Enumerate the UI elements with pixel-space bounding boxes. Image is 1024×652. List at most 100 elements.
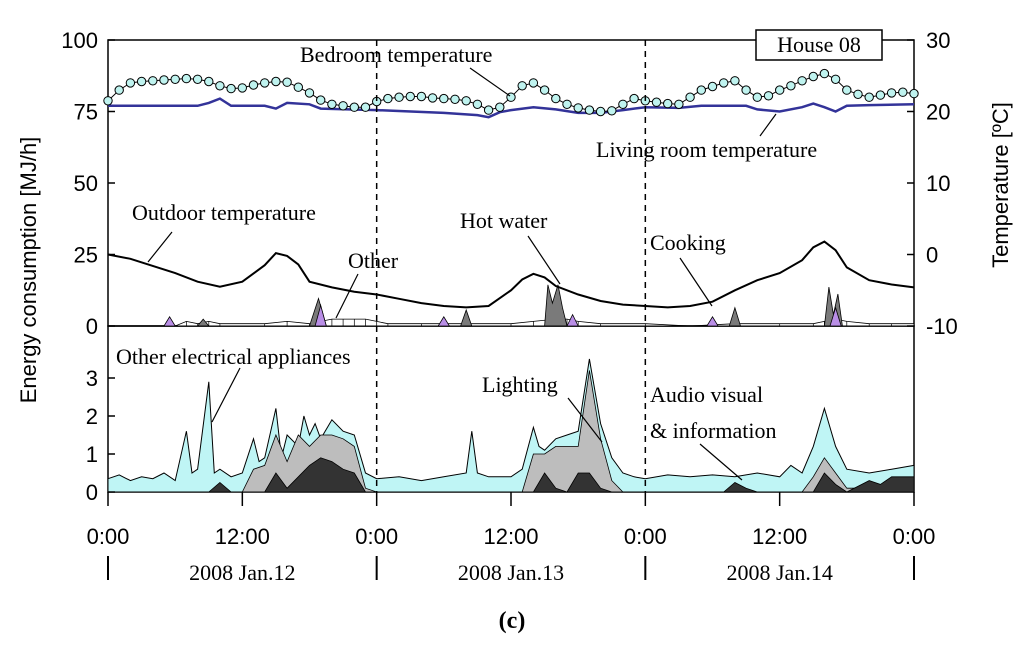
bedroom-point-33	[472, 99, 483, 110]
bedroom-point-6	[170, 74, 180, 85]
bedroom-point-4	[148, 76, 158, 86]
leader-audio	[699, 443, 743, 481]
bedroom-point-1	[114, 85, 124, 95]
bedroom-point-34	[483, 105, 494, 115]
x-tick-label-2: 0:00	[355, 524, 398, 549]
bedroom-point-2	[125, 78, 136, 88]
bedroom-point-63	[808, 71, 818, 82]
line-layer	[107, 73, 915, 309]
bedroom-point-35	[495, 102, 505, 112]
bedroom-point-17	[293, 82, 303, 92]
bedroom-point-49	[651, 97, 662, 107]
right-tick-label-2: 10	[926, 171, 950, 196]
bedroom-point-47	[629, 93, 639, 104]
label-audio-visual-line2: & information	[650, 418, 776, 443]
bedroom-point-0	[103, 96, 113, 106]
leader-other-elec	[211, 367, 241, 423]
leader-lighting	[567, 397, 603, 443]
x-tick-label-1: 12:00	[215, 524, 270, 549]
bedroom-point-51	[674, 99, 684, 110]
x-tick-label-0: 0:00	[87, 524, 130, 549]
bedroom-point-65	[830, 74, 841, 85]
lower-tick-label-2: 2	[86, 404, 98, 429]
upper-left-tick-label-4: 100	[61, 28, 98, 53]
bedroom-point-19	[316, 95, 326, 105]
bedroom-point-68	[864, 92, 874, 102]
label-bedroom-temperature: Bedroom temperature	[300, 42, 492, 67]
leader-cooking	[679, 257, 713, 307]
bedroom-marker-layer	[103, 68, 919, 117]
x-tick-label-5: 12:00	[752, 524, 807, 549]
day-label-1: 2008 Jan.13	[458, 560, 564, 585]
bedroom-point-67	[853, 89, 863, 100]
tick-layer: 0 25 50 75 100 -10 0 10 20 30 0 1 2 3 0:00 12:00 0:00 12:…	[61, 28, 958, 585]
bedroom-point-28	[416, 91, 427, 102]
area-audio-visual	[108, 457, 915, 493]
figure-label: (c)	[499, 608, 526, 634]
bedroom-point-42	[573, 103, 583, 113]
bedroom-point-52	[685, 92, 695, 102]
bedroom-point-25	[383, 93, 393, 104]
line-living-room-temperature	[108, 97, 915, 119]
bedroom-point-29	[427, 93, 438, 103]
bedroom-point-14	[260, 78, 270, 88]
label-living-room-temperature: Living room temperature	[596, 137, 817, 162]
bedroom-point-7	[181, 73, 192, 84]
bedroom-point-43	[584, 105, 595, 115]
label-outdoor-temperature: Outdoor temperature	[132, 200, 316, 225]
bedroom-point-37	[517, 81, 527, 91]
bedroom-point-69	[875, 90, 886, 100]
bedroom-point-44	[595, 106, 606, 117]
bedroom-point-62	[797, 76, 807, 86]
bedroom-point-12	[237, 83, 248, 93]
bedroom-point-15	[271, 76, 281, 87]
leader-living	[759, 113, 777, 137]
label-other-electrical-appliances: Other electrical appliances	[116, 344, 351, 369]
upper-area-layer	[108, 284, 915, 327]
bedroom-point-38	[528, 78, 539, 88]
bedroom-point-72	[909, 88, 919, 99]
bedroom-point-58	[752, 92, 762, 102]
bedroom-point-3	[136, 76, 147, 87]
bedroom-point-54	[707, 81, 718, 92]
right-tick-label-0: -10	[926, 314, 958, 339]
bedroom-point-50	[663, 98, 673, 109]
lower-tick-label-0: 0	[86, 480, 98, 505]
y-axis-right-title: Temperature [ºC]	[988, 102, 1013, 268]
line-outdoor-temperature	[107, 240, 915, 309]
house-label: House 08	[777, 32, 861, 57]
bedroom-point-46	[618, 99, 628, 110]
bedroom-point-9	[204, 76, 214, 87]
label-lighting: Lighting	[482, 372, 558, 397]
bedroom-point-10	[215, 81, 225, 91]
y-axis-left-title: Energy consumption [MJ/h]	[16, 137, 41, 404]
bedroom-point-70	[886, 88, 897, 98]
bedroom-point-59	[763, 91, 774, 101]
lower-area-layer	[107, 358, 915, 493]
day-divider-layer	[375, 40, 647, 492]
bedroom-point-16	[282, 77, 292, 87]
bedroom-point-32	[461, 96, 471, 106]
right-tick-label-1: 0	[926, 243, 938, 268]
area-lighting	[108, 370, 915, 493]
right-tick-label-3: 20	[926, 100, 950, 125]
upper-left-tick-label-1: 25	[74, 243, 98, 268]
label-hot-water: Hot water	[460, 208, 548, 233]
label-cooking: Cooking	[650, 230, 726, 255]
bedroom-point-64	[819, 68, 830, 79]
bedroom-point-66	[842, 85, 852, 95]
day-label-2: 2008 Jan.14	[727, 560, 833, 585]
x-tick-label-4: 0:00	[624, 524, 667, 549]
bedroom-point-30	[439, 93, 449, 104]
right-tick-label-4: 30	[926, 28, 950, 53]
bedroom-point-22	[349, 102, 359, 112]
x-tick-label-6: 0:00	[893, 524, 936, 549]
leader-other	[335, 273, 359, 319]
bedroom-point-23	[360, 102, 371, 112]
bedroom-point-31	[450, 94, 460, 105]
bedroom-point-26	[394, 92, 404, 102]
bedroom-point-57	[741, 85, 751, 95]
bedroom-point-8	[192, 74, 203, 85]
bedroom-point-60	[775, 85, 785, 95]
upper-left-tick-label-2: 50	[74, 171, 98, 196]
